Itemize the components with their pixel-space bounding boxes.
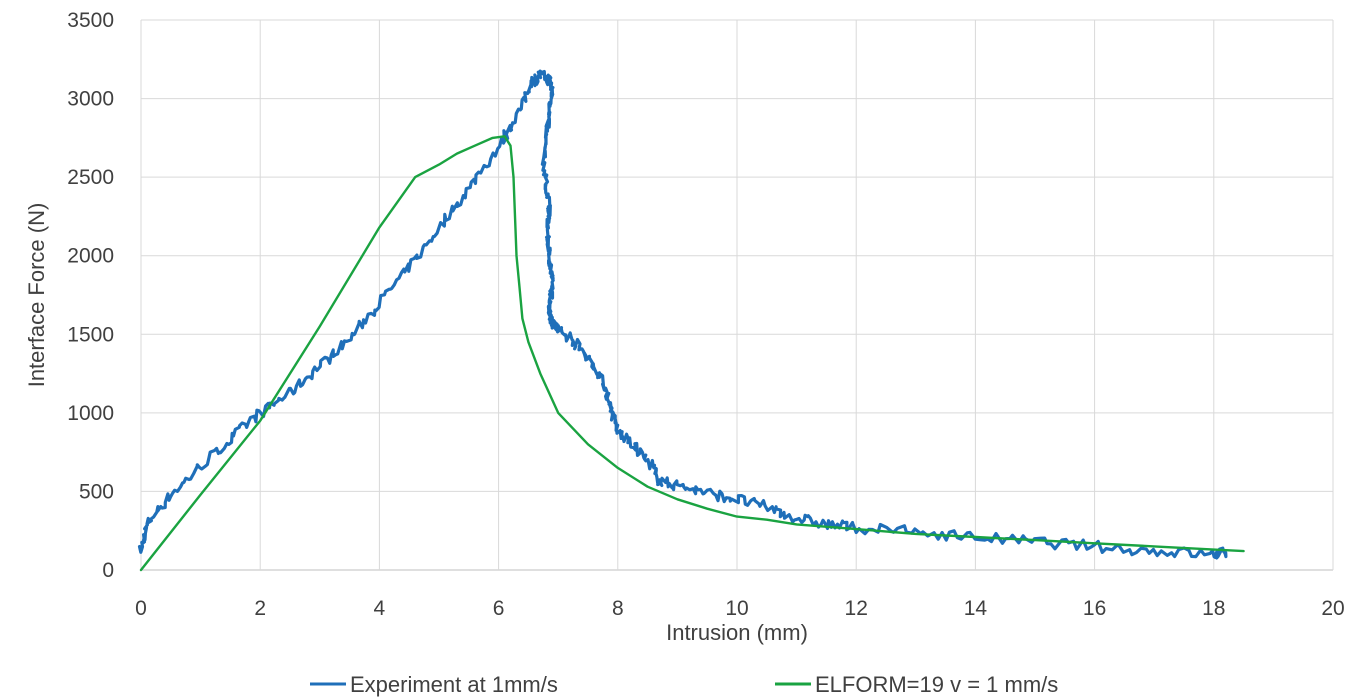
x-tick-label: 14 <box>964 597 988 620</box>
x-tick-label: 0 <box>135 597 147 620</box>
x-tick-label: 20 <box>1321 597 1344 620</box>
x-tick-label: 12 <box>845 597 868 620</box>
x-tick-label: 6 <box>493 597 505 620</box>
grid-lines <box>140 19 1334 571</box>
legend-label-experiment: Experiment at 1mm/s <box>350 672 558 697</box>
x-tick-label: 8 <box>612 597 624 620</box>
series-line-0 <box>137 69 1228 560</box>
x-tick-label: 18 <box>1202 597 1225 620</box>
y-tick-label: 2000 <box>67 245 114 268</box>
x-tick-label: 10 <box>725 597 748 620</box>
y-tick-label: 500 <box>79 480 114 503</box>
y-tick-label: 1500 <box>67 323 114 346</box>
y-tick-label: 3500 <box>67 9 114 32</box>
y-tick-label: 3000 <box>67 88 114 111</box>
y-tick-label: 1000 <box>67 402 114 425</box>
y-axis-ticks: 0 500 1000 1500 2000 2500 3000 3500 <box>67 9 114 582</box>
series-line-1 <box>139 135 1245 572</box>
x-tick-label: 4 <box>374 597 386 620</box>
legend-label-elform: ELFORM=19 v = 1 mm/s <box>815 672 1058 697</box>
y-tick-label: 2500 <box>67 166 114 189</box>
y-tick-label: 0 <box>102 559 114 582</box>
x-axis-ticks: 0 2 4 6 8 10 12 14 16 18 20 <box>135 597 1345 620</box>
legend: Experiment at 1mm/s ELFORM=19 v = 1 mm/s <box>310 672 1058 697</box>
x-axis-label: Intrusion (mm) <box>666 620 808 645</box>
y-axis-label: Interface Force (N) <box>24 203 49 388</box>
series-layer <box>137 69 1245 572</box>
x-tick-label: 2 <box>254 597 266 620</box>
x-tick-label: 16 <box>1083 597 1106 620</box>
